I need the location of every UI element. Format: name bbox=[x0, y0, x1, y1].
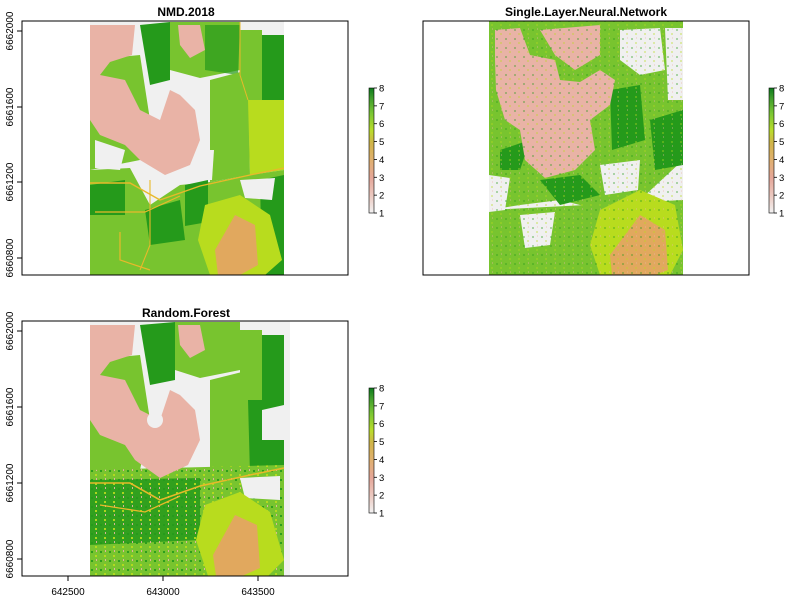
map-panel-nmd2018: NMD.2018 bbox=[5, 5, 384, 277]
color-legend: 1 2 3 4 5 6 7 8 bbox=[368, 384, 384, 520]
map-panel-slnn: Single.Layer.Neural.Network bbox=[422, 5, 784, 276]
panel-title: Single.Layer.Neural.Network bbox=[505, 5, 667, 19]
raster-area bbox=[90, 321, 290, 576]
y-tick-label: 6660800 bbox=[5, 238, 16, 277]
y-tick-label: 6661200 bbox=[5, 463, 16, 502]
legend-tick-label: 2 bbox=[779, 191, 784, 202]
legend-tick-label: 5 bbox=[779, 137, 784, 148]
legend-tick-label: 5 bbox=[379, 137, 384, 148]
legend-colorbar bbox=[368, 387, 375, 514]
legend-tick-label: 8 bbox=[379, 384, 384, 395]
y-tick-label: 6661200 bbox=[5, 162, 16, 201]
legend-tick-label: 4 bbox=[379, 155, 384, 166]
x-tick-label: 643500 bbox=[241, 587, 275, 598]
legend-tick-label: 5 bbox=[379, 437, 384, 448]
x-tick-label: 643000 bbox=[146, 587, 180, 598]
legend-tick-label: 3 bbox=[379, 473, 384, 484]
legend-tick-label: 6 bbox=[779, 119, 784, 130]
legend-tick-label: 2 bbox=[379, 191, 384, 202]
legend-tick-label: 1 bbox=[779, 209, 784, 220]
panel-title: Random.Forest bbox=[142, 306, 230, 320]
legend-tick-label: 7 bbox=[379, 101, 384, 112]
y-tick-label: 6661600 bbox=[5, 87, 16, 126]
y-axis: 6660800 6661200 6661600 6662000 bbox=[5, 11, 23, 277]
x-tick-label: 642500 bbox=[51, 587, 85, 598]
legend-tick-label: 7 bbox=[379, 401, 384, 412]
legend-tick-label: 3 bbox=[779, 173, 784, 184]
map-panel-random-forest: Random.Forest bbox=[5, 306, 384, 598]
color-legend: 1 2 3 4 5 6 7 8 bbox=[768, 84, 784, 220]
legend-tick-label: 1 bbox=[379, 509, 384, 520]
raster-area bbox=[489, 21, 683, 275]
raster-area bbox=[90, 21, 284, 275]
color-legend: 1 2 3 4 5 6 7 8 bbox=[368, 84, 384, 220]
legend-tick-label: 7 bbox=[779, 101, 784, 112]
y-tick-label: 6662000 bbox=[5, 311, 16, 350]
legend-tick-label: 3 bbox=[379, 173, 384, 184]
y-tick-label: 6660800 bbox=[5, 539, 16, 578]
y-tick-label: 6662000 bbox=[5, 11, 16, 50]
legend-tick-label: 4 bbox=[779, 155, 784, 166]
legend-tick-label: 4 bbox=[379, 455, 384, 466]
legend-tick-label: 6 bbox=[379, 119, 384, 130]
legend-tick-label: 6 bbox=[379, 419, 384, 430]
x-axis: 642500 643000 643500 bbox=[51, 575, 275, 598]
plot-frame bbox=[422, 20, 750, 276]
legend-colorbar bbox=[768, 87, 775, 214]
legend-tick-label: 2 bbox=[379, 491, 384, 502]
legend-tick-label: 8 bbox=[379, 84, 384, 95]
y-tick-label: 6661600 bbox=[5, 387, 16, 426]
legend-tick-label: 8 bbox=[779, 84, 784, 95]
legend-colorbar bbox=[368, 87, 375, 214]
y-axis: 6660800 6661200 6661600 6662000 bbox=[5, 311, 23, 578]
panel-title: NMD.2018 bbox=[157, 5, 215, 19]
legend-tick-label: 1 bbox=[379, 209, 384, 220]
